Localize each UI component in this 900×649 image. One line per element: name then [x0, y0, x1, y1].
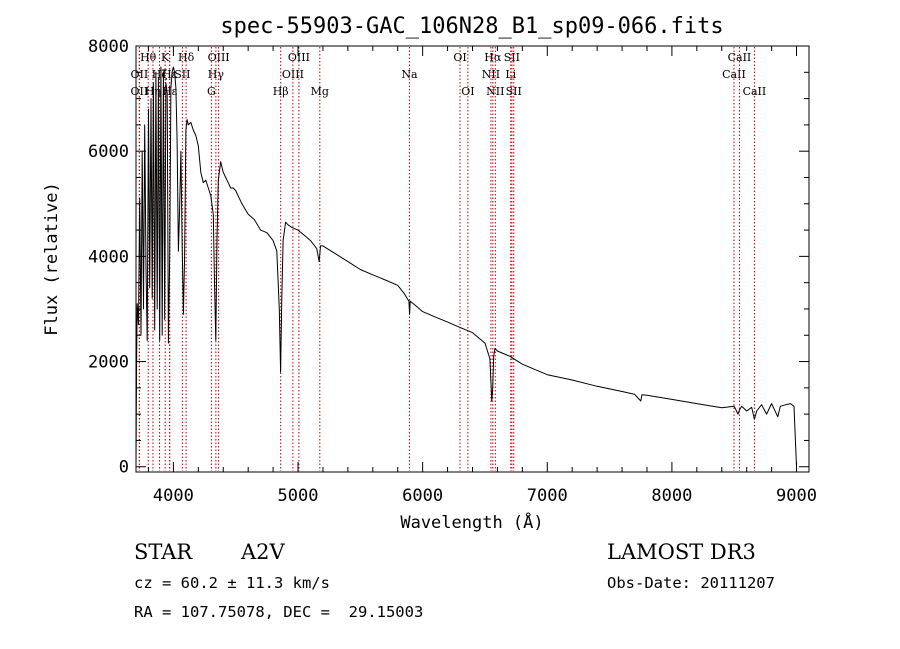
x-axis-label: Wavelength (Å): [400, 511, 543, 533]
x-tick-label: 7000: [527, 486, 568, 506]
x-tick-label: 6000: [402, 486, 443, 506]
survey-name: LAMOST DR3: [607, 540, 756, 564]
line-marker-label: K: [161, 51, 170, 64]
y-tick-label: 2000: [88, 353, 129, 373]
y-tick-label: 0: [119, 458, 129, 478]
observation-date: Obs-Date: 20111207: [607, 574, 775, 592]
line-marker-label: NII: [482, 68, 500, 81]
line-marker-label: OI: [453, 51, 466, 64]
x-tick-label: 5000: [278, 486, 319, 506]
line-marker-label: OIII: [288, 51, 310, 64]
y-tick-label: 4000: [88, 247, 129, 267]
x-tick-label: 4000: [153, 486, 194, 506]
line-marker-label: Li: [505, 68, 516, 81]
line-marker-label: G: [207, 85, 216, 98]
x-tick-label: 8000: [651, 486, 692, 506]
line-marker-label: Mg: [311, 85, 329, 98]
line-marker-label: OIII: [282, 68, 304, 81]
coordinates: RA = 107.75078, DEC = 29.15003: [134, 603, 424, 621]
chart-title: spec-55903-GAC_106N28_B1_sp09-066.fits: [220, 14, 723, 39]
spectral-subclass: A2V: [241, 540, 285, 564]
line-marker-label: Hβ: [273, 85, 289, 98]
line-marker-label: Na: [401, 68, 418, 81]
line-marker-label: SII: [504, 51, 520, 64]
line-marker-label: CaII: [728, 51, 752, 64]
y-axis-label: Flux (relative): [42, 182, 62, 336]
x-axis: 4000 5000 6000 7000 8000 9000: [147, 46, 817, 506]
line-marker-label: OII: [131, 85, 149, 98]
line-marker-label: CaII: [743, 85, 767, 98]
line-marker-label: Hγ: [208, 68, 225, 81]
y-tick-label: 6000: [88, 142, 129, 162]
line-marker-label: Hε: [162, 68, 178, 81]
y-tick-label: 8000: [88, 37, 129, 57]
spectrum-chart: spec-55903-GAC_106N28_B1_sp09-066.fits O…: [42, 14, 817, 533]
line-marker-label: OI: [461, 85, 474, 98]
line-marker-label: Hδ: [178, 51, 195, 64]
line-marker-label: OIII: [208, 51, 230, 64]
line-marker-label: CaII: [722, 68, 746, 81]
redshift-value: cz = 60.2 ± 11.3 km/s: [134, 574, 330, 592]
x-tick-label: 9000: [776, 486, 817, 506]
line-marker-label: NII: [486, 85, 504, 98]
flux-line: [135, 66, 797, 467]
plot-frame: [135, 45, 810, 473]
flux-series: [135, 66, 797, 467]
line-markers: OIIOIIHθHηHζKHεHεSIIHδGHγOIIIHβOIIIOIIIM…: [131, 47, 767, 471]
line-marker-label: SII: [174, 68, 190, 81]
line-marker-label: Hθ: [140, 51, 157, 64]
line-marker-label: SII: [506, 85, 522, 98]
line-marker-label: OII: [131, 68, 149, 81]
object-class: STAR: [134, 540, 193, 564]
y-axis: 0 2000 4000 6000 8000: [88, 37, 809, 478]
line-marker-label: Hα: [484, 51, 502, 64]
